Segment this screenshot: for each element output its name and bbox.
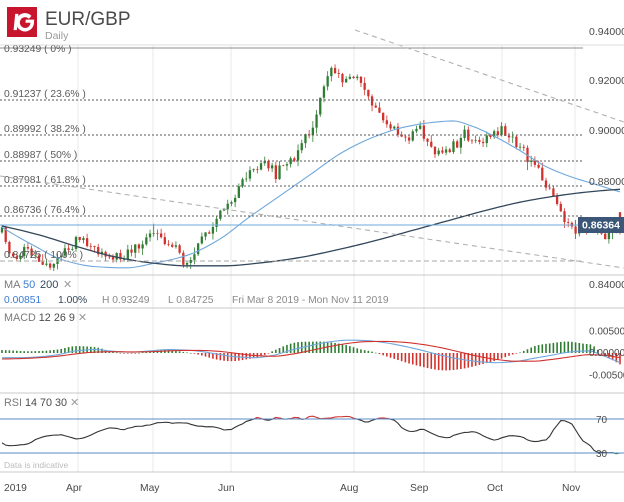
svg-text:-0.00500: -0.00500 xyxy=(589,371,624,382)
svg-text:Fri Mar 8 2019 - Mon Nov 11 20: Fri Mar 8 2019 - Mon Nov 11 2019 xyxy=(232,295,389,306)
svg-text:0.00000: 0.00000 xyxy=(589,348,624,359)
svg-text:0.86736 ( 76.4% ): 0.86736 ( 76.4% ) xyxy=(4,205,86,216)
svg-text:0.84725 ( 100% ): 0.84725 ( 100% ) xyxy=(4,250,83,261)
svg-text:L 0.84725: L 0.84725 xyxy=(168,295,214,306)
svg-text:May: May xyxy=(140,483,160,494)
svg-text:70: 70 xyxy=(596,415,608,426)
svg-text:0.88000: 0.88000 xyxy=(589,176,624,188)
svg-text:RSI 14 70 30 ✕: RSI 14 70 30 ✕ xyxy=(4,397,79,409)
svg-text:Sep: Sep xyxy=(410,483,429,494)
svg-text:0.00851: 0.00851 xyxy=(4,295,41,306)
svg-text:MACD 12 26 9 ✕: MACD 12 26 9 ✕ xyxy=(4,312,87,324)
svg-text:0.89992 ( 38.2% ): 0.89992 ( 38.2% ) xyxy=(4,124,86,135)
svg-text:MA: MA xyxy=(4,279,21,291)
svg-text:Apr: Apr xyxy=(66,483,83,494)
svg-text:Data is indicative: Data is indicative xyxy=(4,460,69,470)
svg-text:200: 200 xyxy=(40,279,58,291)
svg-text:0.94000: 0.94000 xyxy=(589,26,624,38)
svg-text:Aug: Aug xyxy=(340,483,359,494)
svg-text:EUR/GBP: EUR/GBP xyxy=(45,9,131,30)
svg-text:0.84000: 0.84000 xyxy=(589,279,624,291)
svg-text:0.90000: 0.90000 xyxy=(589,125,624,137)
svg-text:0.93249 ( 0% ): 0.93249 ( 0% ) xyxy=(4,44,72,55)
svg-text:0.87981 ( 61.8% ): 0.87981 ( 61.8% ) xyxy=(4,175,86,186)
svg-text:0.86364: 0.86364 xyxy=(582,220,620,232)
svg-text:Nov: Nov xyxy=(562,483,581,494)
svg-text:✕: ✕ xyxy=(63,279,72,291)
svg-text:1.00%: 1.00% xyxy=(58,295,87,306)
svg-text:2019: 2019 xyxy=(4,483,27,494)
svg-text:0.92000: 0.92000 xyxy=(589,75,624,87)
svg-text:30: 30 xyxy=(596,449,608,460)
svg-text:0.00500: 0.00500 xyxy=(589,327,624,338)
svg-text:Oct: Oct xyxy=(487,483,503,494)
svg-text:0.88987 ( 50% ): 0.88987 ( 50% ) xyxy=(4,150,77,161)
svg-text:50: 50 xyxy=(23,279,35,291)
svg-text:0.91237 ( 23.6% ): 0.91237 ( 23.6% ) xyxy=(4,89,86,100)
svg-text:H 0.93249: H 0.93249 xyxy=(102,295,150,306)
svg-text:Jun: Jun xyxy=(218,483,235,494)
svg-text:Daily: Daily xyxy=(45,30,69,42)
